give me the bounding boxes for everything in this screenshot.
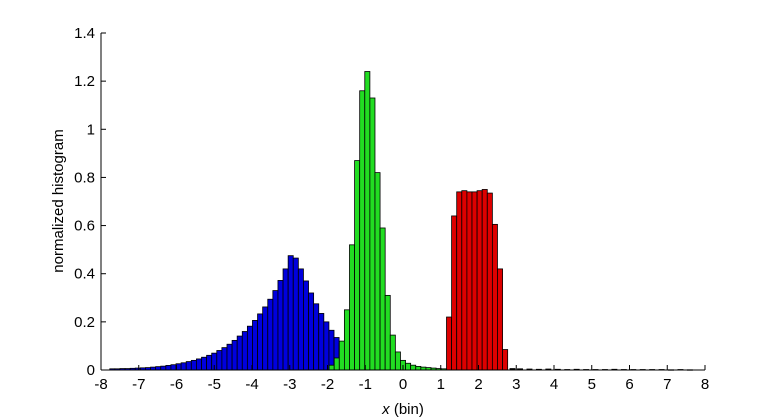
bar [190, 359, 197, 371]
y-tick-label: 0.6 [74, 218, 95, 235]
bar [364, 71, 371, 371]
bar [384, 294, 391, 371]
x-tick-label: 8 [701, 376, 709, 393]
bar [160, 365, 167, 371]
x-tick-label: 0 [399, 376, 407, 393]
bar [451, 215, 458, 371]
bar [354, 160, 361, 371]
bar [486, 192, 493, 371]
x-tick-label: -5 [208, 376, 221, 393]
bar [359, 90, 366, 371]
bar [328, 364, 335, 371]
histogram-bars [109, 71, 693, 371]
x-tick-label: 2 [474, 376, 482, 393]
bar [491, 223, 498, 371]
bar [394, 351, 401, 371]
bar [318, 313, 325, 371]
bar [185, 361, 192, 371]
x-axis-label: x (bin) [381, 401, 424, 418]
bar [313, 303, 320, 371]
bar [236, 335, 243, 371]
bar [374, 172, 381, 371]
bar [277, 280, 284, 371]
bar [466, 191, 473, 371]
bar [165, 365, 172, 371]
bar [216, 350, 223, 371]
bar [297, 268, 304, 371]
bar [170, 364, 177, 371]
x-tick-label: -6 [170, 376, 183, 393]
bar [389, 334, 396, 371]
bar [410, 364, 417, 371]
bar [267, 298, 274, 371]
x-tick-label: 3 [512, 376, 520, 393]
x-axis-variable: x [381, 401, 390, 418]
bar [497, 268, 503, 371]
bar [476, 190, 483, 371]
bar [287, 255, 294, 371]
bar [461, 190, 468, 371]
y-tick-label: 1.4 [74, 25, 95, 42]
bar [343, 309, 350, 371]
bar [328, 329, 335, 371]
x-tick-label: 4 [550, 376, 558, 393]
bar [338, 340, 345, 371]
y-tick-label: 0.2 [74, 314, 95, 331]
x-tick-label: 7 [663, 376, 671, 393]
bar [246, 325, 253, 371]
y-tick-label: 0.8 [74, 169, 95, 186]
bar [405, 362, 412, 371]
bar [471, 191, 478, 371]
y-ticks: 0 0.2 0.4 0.6 0.8 1 1.2 1.4 [74, 25, 106, 379]
bar [241, 331, 248, 371]
y-tick-label: 1.2 [74, 73, 95, 90]
x-tick-label: -4 [245, 376, 258, 393]
y-tick-label: 0.4 [74, 266, 95, 283]
x-tick-label: -7 [132, 376, 145, 393]
bar [257, 313, 264, 371]
bar [155, 366, 162, 371]
bar [252, 320, 258, 371]
x-tick-label: 6 [625, 376, 633, 393]
bar [262, 306, 269, 371]
bar [333, 357, 340, 371]
bar [481, 189, 488, 371]
x-tick-label: -8 [94, 376, 107, 393]
x-axis-unit: (bin) [390, 401, 424, 418]
x-tick-label: 1 [437, 376, 445, 393]
bar [456, 191, 463, 371]
y-axis-label: normalized histogram [50, 129, 67, 272]
x-ticks: -8 -7 -6 -5 -4 -3 -2 -1 0 1 2 3 4 5 6 7 8 [94, 365, 709, 393]
bar [292, 257, 299, 371]
bar [201, 356, 208, 371]
bar [226, 343, 233, 371]
bar [180, 362, 187, 371]
bar [349, 244, 355, 371]
bar [446, 316, 453, 371]
y-tick-label: 1 [87, 121, 95, 138]
x-tick-label: 5 [588, 376, 596, 393]
bar [502, 349, 509, 371]
bar [196, 358, 202, 371]
bar [206, 354, 213, 371]
bar [369, 97, 376, 371]
x-tick-label: -1 [359, 376, 372, 393]
bar [323, 321, 330, 371]
x-tick-label: -3 [283, 376, 296, 393]
x-tick-label: -2 [321, 376, 334, 393]
bar [272, 290, 279, 371]
bar [379, 227, 386, 371]
bar [221, 347, 228, 371]
bar [303, 280, 309, 371]
bar [231, 339, 238, 371]
y-tick-label: 0 [87, 362, 95, 379]
axes [100, 33, 705, 371]
bar [308, 292, 315, 371]
bar [415, 365, 422, 371]
bar [282, 268, 289, 371]
